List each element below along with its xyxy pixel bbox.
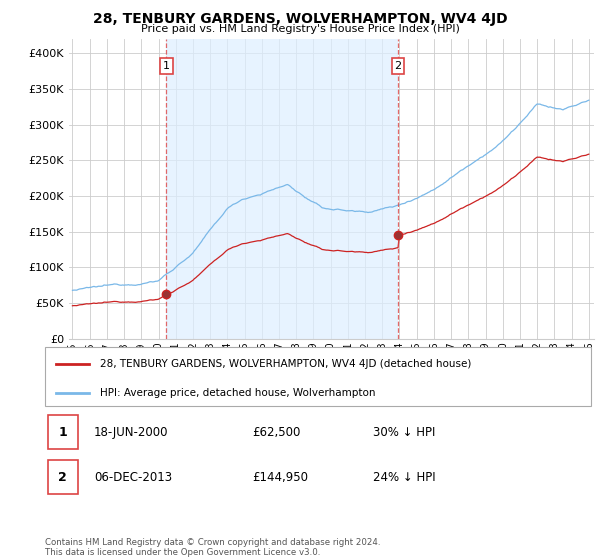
Text: 28, TENBURY GARDENS, WOLVERHAMPTON, WV4 4JD (detached house): 28, TENBURY GARDENS, WOLVERHAMPTON, WV4 … (100, 358, 471, 368)
Text: Contains HM Land Registry data © Crown copyright and database right 2024.
This d: Contains HM Land Registry data © Crown c… (45, 538, 380, 557)
Text: 2: 2 (395, 61, 401, 71)
Text: 24% ↓ HPI: 24% ↓ HPI (373, 470, 435, 483)
Text: 2: 2 (58, 470, 67, 483)
Text: 28, TENBURY GARDENS, WOLVERHAMPTON, WV4 4JD: 28, TENBURY GARDENS, WOLVERHAMPTON, WV4 … (92, 12, 508, 26)
Bar (48, 415, 78, 449)
Text: Price paid vs. HM Land Registry's House Price Index (HPI): Price paid vs. HM Land Registry's House … (140, 24, 460, 34)
Text: 18-JUN-2000: 18-JUN-2000 (94, 426, 169, 438)
Text: HPI: Average price, detached house, Wolverhampton: HPI: Average price, detached house, Wolv… (100, 388, 375, 398)
Text: £62,500: £62,500 (253, 426, 301, 438)
Text: 30% ↓ HPI: 30% ↓ HPI (373, 426, 435, 438)
Text: £144,950: £144,950 (253, 470, 308, 483)
Text: 06-DEC-2013: 06-DEC-2013 (94, 470, 172, 483)
Bar (166, 39, 398, 339)
Bar (48, 460, 78, 494)
Text: 1: 1 (163, 61, 170, 71)
Text: 1: 1 (58, 426, 67, 438)
